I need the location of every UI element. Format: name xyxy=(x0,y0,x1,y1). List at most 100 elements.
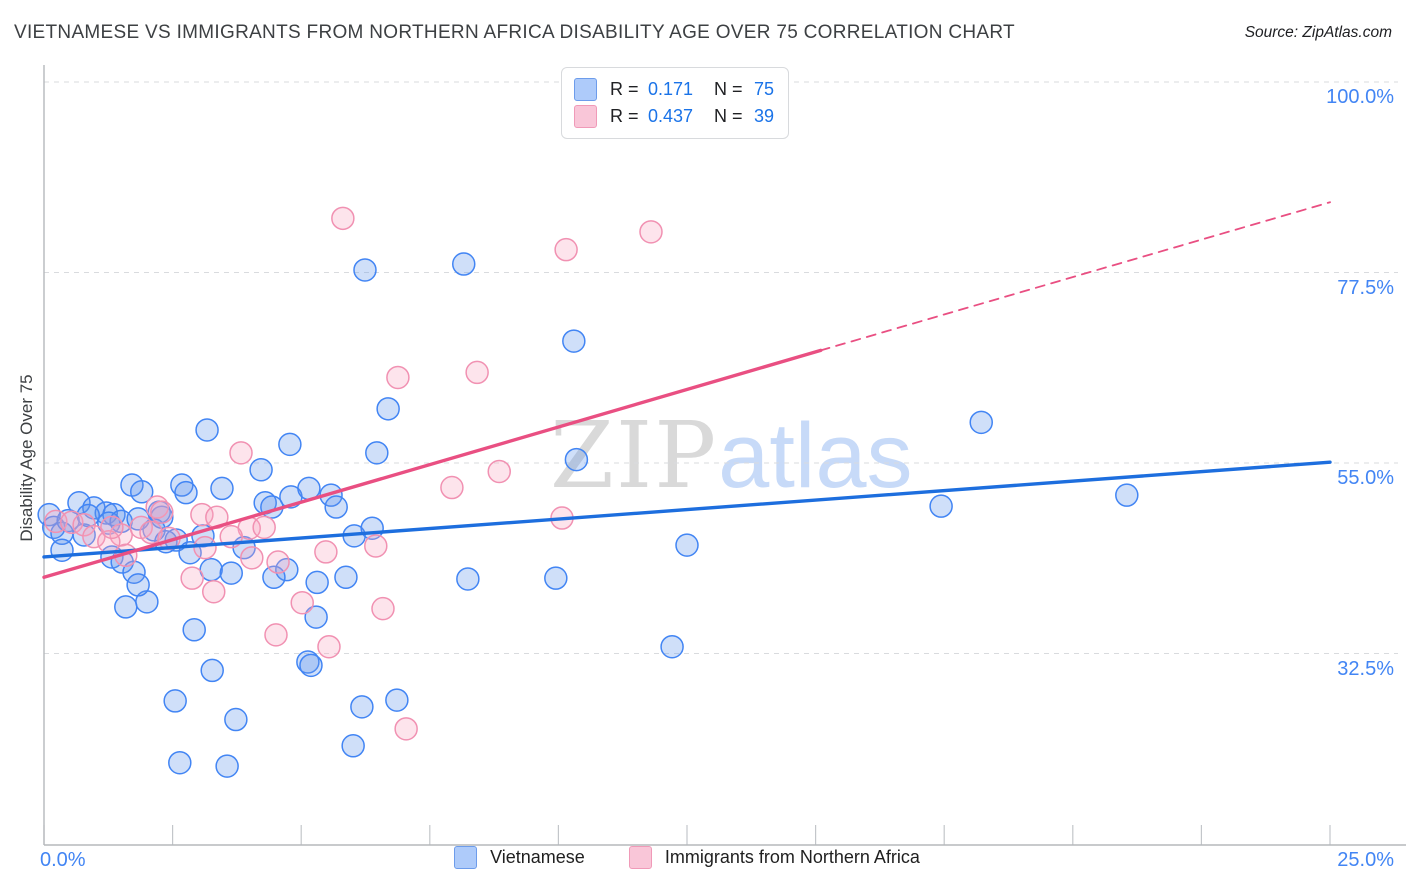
scatter-point-immigrants-from-northern-africa[interactable] xyxy=(364,534,388,558)
scatter-point-vietnamese[interactable] xyxy=(452,252,476,276)
y-axis-label: 77.5% xyxy=(1337,276,1394,299)
trend-line-immigrants-from-northern-africa xyxy=(42,348,823,580)
scatter-point-vietnamese[interactable] xyxy=(365,441,389,465)
n-label: N = xyxy=(714,79,743,99)
scatter-point-immigrants-from-northern-africa[interactable] xyxy=(72,513,96,537)
scatter-point-vietnamese[interactable] xyxy=(353,258,377,282)
vietnamese-swatch-icon xyxy=(574,78,597,101)
scatter-point-vietnamese[interactable] xyxy=(215,754,239,778)
scatter-point-vietnamese[interactable] xyxy=(278,432,302,457)
scatter-point-immigrants-from-northern-africa[interactable] xyxy=(290,590,314,615)
scatter-point-immigrants-from-northern-africa[interactable] xyxy=(386,365,410,390)
scatter-point-vietnamese[interactable] xyxy=(224,707,248,732)
scatter-point-vietnamese[interactable] xyxy=(376,397,400,421)
y-axis-label: 32.5% xyxy=(1337,657,1394,680)
scatter-point-vietnamese[interactable] xyxy=(385,688,409,712)
correlation-legend-row-vietnamese: R = 0.171 N = 75 xyxy=(574,76,774,103)
scatter-point-vietnamese[interactable] xyxy=(97,511,121,535)
scatter-point-immigrants-from-northern-africa[interactable] xyxy=(487,459,511,484)
legend-item-northern-africa[interactable]: Immigrants from Northern Africa xyxy=(628,846,920,869)
scatter-point-immigrants-from-northern-africa[interactable] xyxy=(190,502,214,527)
n-label: N = xyxy=(714,106,743,126)
scatter-point-vietnamese[interactable] xyxy=(675,533,699,557)
scatter-point-vietnamese[interactable] xyxy=(969,410,993,435)
scatter-point-vietnamese[interactable] xyxy=(114,595,138,619)
scatter-point-vietnamese[interactable] xyxy=(195,418,219,442)
scatter-point-immigrants-from-northern-africa[interactable] xyxy=(252,515,276,540)
scatter-point-immigrants-from-northern-africa[interactable] xyxy=(150,500,174,524)
scatter-point-vietnamese[interactable] xyxy=(324,495,348,519)
scatter-point-vietnamese[interactable] xyxy=(929,494,953,518)
northern-africa-swatch-icon xyxy=(628,846,652,869)
scatter-point-vietnamese[interactable] xyxy=(262,565,286,590)
northern-africa-swatch-icon xyxy=(574,105,597,128)
zipatlas-watermark: ZIPatlas xyxy=(550,402,913,509)
scatter-point-vietnamese[interactable] xyxy=(334,565,358,590)
scatter-point-vietnamese[interactable] xyxy=(1115,483,1139,507)
legend-label: Vietnamese xyxy=(490,847,585,867)
scatter-point-vietnamese[interactable] xyxy=(660,634,684,659)
scatter-point-immigrants-from-northern-africa[interactable] xyxy=(180,566,204,590)
scatter-point-vietnamese[interactable] xyxy=(350,695,374,719)
scatter-point-vietnamese[interactable] xyxy=(341,734,365,758)
scatter-point-vietnamese[interactable] xyxy=(564,447,589,472)
scatter-point-vietnamese[interactable] xyxy=(163,689,187,713)
y-axis-label: 55.0% xyxy=(1337,467,1394,489)
scatter-point-immigrants-from-northern-africa[interactable] xyxy=(193,535,217,560)
r-label: R = xyxy=(610,106,639,126)
r-value: 0.171 xyxy=(648,79,694,99)
y-axis-label: 100.0% xyxy=(1326,86,1394,108)
scatter-point-immigrants-from-northern-africa[interactable] xyxy=(440,475,464,500)
n-value: 75 xyxy=(754,79,775,99)
scatter-point-immigrants-from-northern-africa[interactable] xyxy=(100,515,124,540)
r-label: R = xyxy=(610,79,639,99)
scatter-point-immigrants-from-northern-africa[interactable] xyxy=(202,579,226,604)
watermark-atlas-text: atlas xyxy=(718,405,913,507)
scatter-point-vietnamese[interactable] xyxy=(168,750,192,775)
scatter-point-immigrants-from-northern-africa[interactable] xyxy=(264,623,288,647)
legend-item-vietnamese[interactable]: Vietnamese xyxy=(454,846,585,869)
scatter-point-vietnamese[interactable] xyxy=(174,480,198,505)
scatter-point-immigrants-from-northern-africa[interactable] xyxy=(465,360,489,385)
series-legend: Vietnamese Immigrants from Northern Afri… xyxy=(44,846,1330,869)
scatter-point-vietnamese[interactable] xyxy=(456,567,480,591)
scatter-point-immigrants-from-northern-africa[interactable] xyxy=(139,520,163,545)
scatter-point-vietnamese[interactable] xyxy=(122,560,146,584)
scatter-point-vietnamese[interactable] xyxy=(37,502,61,527)
scatter-point-vietnamese[interactable] xyxy=(219,561,243,585)
scatter-point-vietnamese[interactable] xyxy=(200,658,224,683)
scatter-point-immigrants-from-northern-africa[interactable] xyxy=(317,634,341,659)
trend-line-immigrants-from-northern-africa xyxy=(819,201,1331,352)
scatter-point-vietnamese[interactable] xyxy=(544,566,568,590)
scatter-point-immigrants-from-northern-africa[interactable] xyxy=(229,441,253,465)
scatter-point-vietnamese[interactable] xyxy=(305,570,329,595)
scatter-point-vietnamese[interactable] xyxy=(210,476,234,501)
scatter-point-immigrants-from-northern-africa[interactable] xyxy=(266,550,290,574)
scatter-point-immigrants-from-northern-africa[interactable] xyxy=(394,717,418,741)
scatter-point-vietnamese[interactable] xyxy=(72,523,96,547)
scatter-point-vietnamese[interactable] xyxy=(126,573,150,597)
scatter-point-immigrants-from-northern-africa[interactable] xyxy=(639,220,663,244)
scatter-point-immigrants-from-northern-africa[interactable] xyxy=(314,540,338,564)
scatter-point-vietnamese[interactable] xyxy=(182,618,206,642)
scatter-point-immigrants-from-northern-africa[interactable] xyxy=(331,206,355,231)
n-value: 39 xyxy=(754,106,775,126)
scatter-point-vietnamese[interactable] xyxy=(296,650,320,674)
scatter-point-immigrants-from-northern-africa[interactable] xyxy=(554,237,578,262)
legend-label: Immigrants from Northern Africa xyxy=(664,847,920,867)
vietnamese-swatch-icon xyxy=(454,846,478,869)
scatter-point-vietnamese[interactable] xyxy=(249,458,273,482)
scatter-point-vietnamese[interactable] xyxy=(129,480,154,504)
correlation-legend-box: R = 0.171 N = 75 R = 0.437 N = 39 xyxy=(561,67,790,139)
scatter-point-vietnamese[interactable] xyxy=(304,605,328,629)
scatter-point-immigrants-from-northern-africa[interactable] xyxy=(371,596,395,621)
scatter-point-vietnamese[interactable] xyxy=(562,329,586,353)
scatter-point-immigrants-from-northern-africa[interactable] xyxy=(240,546,264,570)
trend-line-vietnamese xyxy=(42,460,1332,559)
source-link[interactable]: Source: ZipAtlas.com xyxy=(1244,24,1392,41)
x-axis-min-label: 0.0% xyxy=(40,849,86,871)
correlation-legend-row-northern-africa: R = 0.437 N = 39 xyxy=(574,103,774,130)
scatter-point-vietnamese[interactable] xyxy=(299,653,323,678)
